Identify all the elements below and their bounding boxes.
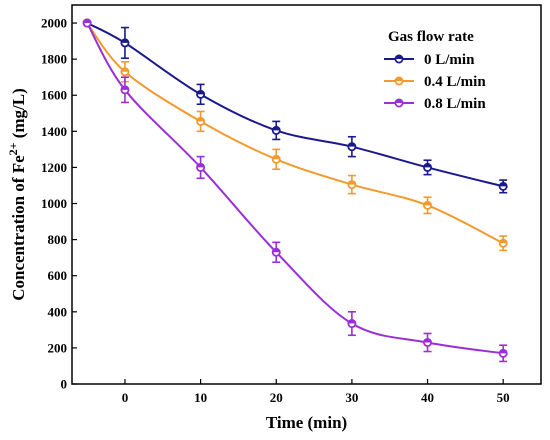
- data-point-fill: [196, 90, 205, 95]
- data-point-fill: [499, 349, 507, 354]
- axis-layer: 0 10 20 30 40 50 0 200 400 600 800 1000 1200 1400 1600…: [41, 16, 510, 405]
- data-point-fill: [423, 201, 432, 206]
- legend-entry-1: 0.4 L/min: [384, 74, 486, 90]
- data-point-fill: [272, 155, 280, 160]
- data-point-fill: [272, 248, 280, 253]
- legend-entry-0: 0 L/min: [384, 52, 475, 68]
- legend-label: 0.4 L/min: [424, 74, 486, 90]
- data-point-fill: [423, 338, 432, 343]
- data-point-fill: [196, 117, 205, 122]
- y-tick-label: 400: [48, 304, 68, 319]
- legend-label: 0 L/min: [424, 52, 475, 68]
- legend-entry-2: 0.8 L/min: [384, 96, 486, 112]
- x-tick-label: 0: [122, 390, 129, 405]
- data-point-fill: [196, 163, 205, 168]
- y-tick-label: 1800: [41, 52, 67, 67]
- plot-frame: [71, 4, 542, 385]
- y-tick-label: 1200: [41, 160, 67, 175]
- data-point-fill: [423, 163, 432, 168]
- y-tick-label: 200: [48, 340, 68, 355]
- data-point-fill: [499, 239, 507, 244]
- y-tick-label: 1400: [41, 124, 67, 139]
- data-point-fill: [348, 143, 356, 147]
- y-tick-label: 0: [61, 377, 68, 392]
- x-tick-label: 40: [421, 390, 434, 405]
- y-tick-label: 800: [48, 232, 68, 247]
- y-axis-title-main: Concentration of Fe: [9, 155, 28, 301]
- data-point-fill: [83, 19, 91, 24]
- series-1: [82, 18, 508, 252]
- series-layer: [82, 18, 508, 363]
- x-tick-label: 50: [497, 390, 510, 405]
- data-point-fill: [121, 68, 129, 72]
- x-axis-title: Time (min): [266, 413, 347, 432]
- data-point-fill: [348, 180, 356, 185]
- data-point-fill: [499, 182, 507, 187]
- data-point-fill: [348, 319, 356, 324]
- y-axis-title: Concentration of Fe2+ (mg/L): [6, 88, 28, 301]
- y-tick-label: 2000: [41, 16, 67, 31]
- data-point-fill: [121, 39, 129, 43]
- y-axis-title-superscript: 2+: [6, 142, 20, 155]
- legend: Gas flow rate 0 L/min 0.4 L/min 0.8 L/min: [384, 29, 486, 112]
- series-2: [82, 18, 508, 363]
- y-axis-title-unit: (mg/L): [9, 88, 28, 142]
- legend-title: Gas flow rate: [388, 29, 474, 45]
- x-tick-label: 20: [270, 390, 283, 405]
- legend-marker-fill: [395, 77, 403, 81]
- data-point-fill: [272, 126, 280, 131]
- y-tick-label: 600: [48, 268, 68, 283]
- y-tick-label: 1600: [41, 88, 67, 103]
- legend-marker-fill: [395, 55, 403, 59]
- x-tick-label: 30: [345, 390, 358, 405]
- x-tick-label: 10: [194, 390, 207, 405]
- y-tick-label: 1000: [41, 196, 67, 211]
- data-point-fill: [121, 86, 129, 90]
- legend-label: 0.8 L/min: [424, 96, 486, 112]
- series-line: [86, 22, 504, 355]
- legend-marker-fill: [395, 99, 403, 103]
